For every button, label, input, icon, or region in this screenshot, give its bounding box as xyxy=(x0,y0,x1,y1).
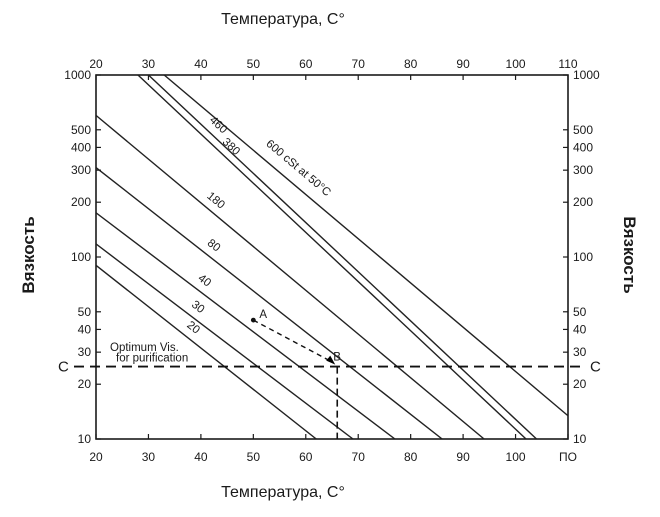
x-tick-bottom-label: 60 xyxy=(299,450,313,464)
x-tick-top-label: 80 xyxy=(404,57,418,71)
series-label-30: 30 xyxy=(189,299,206,316)
y-tick-left-label: 50 xyxy=(78,305,92,319)
series-label-group: 40 xyxy=(196,272,213,289)
x-tick-top-label: 40 xyxy=(194,57,208,71)
left-axis-title: Вязкость xyxy=(19,216,38,293)
y-tick-right-label: 40 xyxy=(573,322,587,336)
series-label-group: 30 xyxy=(189,299,206,316)
series-line-30 xyxy=(96,243,354,439)
y-tick-left-label: 1000 xyxy=(64,68,91,82)
y-tick-right-label: 100 xyxy=(573,250,593,264)
point-b-label: B xyxy=(333,352,341,364)
bottom-axis-title: Температура, С° xyxy=(221,484,345,501)
x-tick-bottom-label: 80 xyxy=(404,450,418,464)
y-tick-left-label: 300 xyxy=(71,163,91,177)
x-tick-bottom-label: 40 xyxy=(194,450,208,464)
reference-label-right: C xyxy=(590,359,601,376)
series-line-80 xyxy=(96,167,443,439)
x-tick-top-label: 90 xyxy=(456,57,470,71)
y-tick-right-label: 1000 xyxy=(573,68,600,82)
series-line-40 xyxy=(96,212,396,439)
y-tick-left-label: 400 xyxy=(71,140,91,154)
y-tick-right-label: 400 xyxy=(573,140,593,154)
x-tick-bottom-label: 90 xyxy=(456,450,470,464)
y-tick-left-label: 20 xyxy=(78,377,92,391)
x-tick-top-label: 100 xyxy=(506,57,526,71)
a-to-b-arrowhead xyxy=(326,355,336,365)
y-tick-left-label: 500 xyxy=(71,123,91,137)
y-tick-right-label: 50 xyxy=(573,305,587,319)
y-tick-left-label: 40 xyxy=(78,322,92,336)
y-tick-right-label: 20 xyxy=(573,377,587,391)
a-to-b-connector xyxy=(253,319,334,364)
x-tick-top-label: 110 xyxy=(558,57,577,71)
x-tick-bottom-label: 50 xyxy=(247,450,261,464)
y-tick-left-label: 10 xyxy=(78,432,92,446)
y-tick-right-label: 500 xyxy=(573,123,593,137)
series-line-460 xyxy=(147,75,538,439)
x-tick-bottom-label: ПО xyxy=(559,450,577,464)
optimum-label-line2: for purification xyxy=(116,353,188,365)
x-tick-top-label: 50 xyxy=(247,57,261,71)
series-line-180 xyxy=(96,114,485,439)
series-line-380 xyxy=(137,75,527,439)
series-label-group: 80 xyxy=(205,237,222,254)
x-tick-top-label: 70 xyxy=(352,57,366,71)
series-line-20 xyxy=(96,264,317,439)
x-tick-bottom-label: 20 xyxy=(89,450,103,464)
x-tick-bottom-label: 100 xyxy=(506,450,526,464)
y-tick-right-label: 10 xyxy=(573,432,587,446)
y-tick-left-label: 30 xyxy=(78,345,92,359)
x-tick-top-label: 30 xyxy=(142,57,156,71)
point-a-label: A xyxy=(259,309,267,321)
x-tick-bottom-label: 70 xyxy=(352,450,366,464)
y-tick-left-label: 200 xyxy=(71,195,91,209)
series-label-40: 40 xyxy=(196,272,213,289)
y-tick-right-label: 200 xyxy=(573,195,593,209)
reference-label-left: C xyxy=(58,359,69,376)
series-label-80: 80 xyxy=(205,237,222,254)
x-tick-top-label: 60 xyxy=(299,57,313,71)
y-tick-left-label: 100 xyxy=(71,250,91,264)
x-tick-top-label: 20 xyxy=(89,57,103,71)
y-tick-right-label: 300 xyxy=(573,163,593,177)
optimum-label-line1: Optimum Vis. xyxy=(110,342,179,354)
x-tick-bottom-label: 30 xyxy=(142,450,156,464)
y-tick-right-label: 30 xyxy=(573,345,587,359)
top-axis-title: Температура, С° xyxy=(221,11,345,28)
right-axis-title: Вязкость xyxy=(620,216,639,293)
point-a-marker xyxy=(250,317,256,323)
